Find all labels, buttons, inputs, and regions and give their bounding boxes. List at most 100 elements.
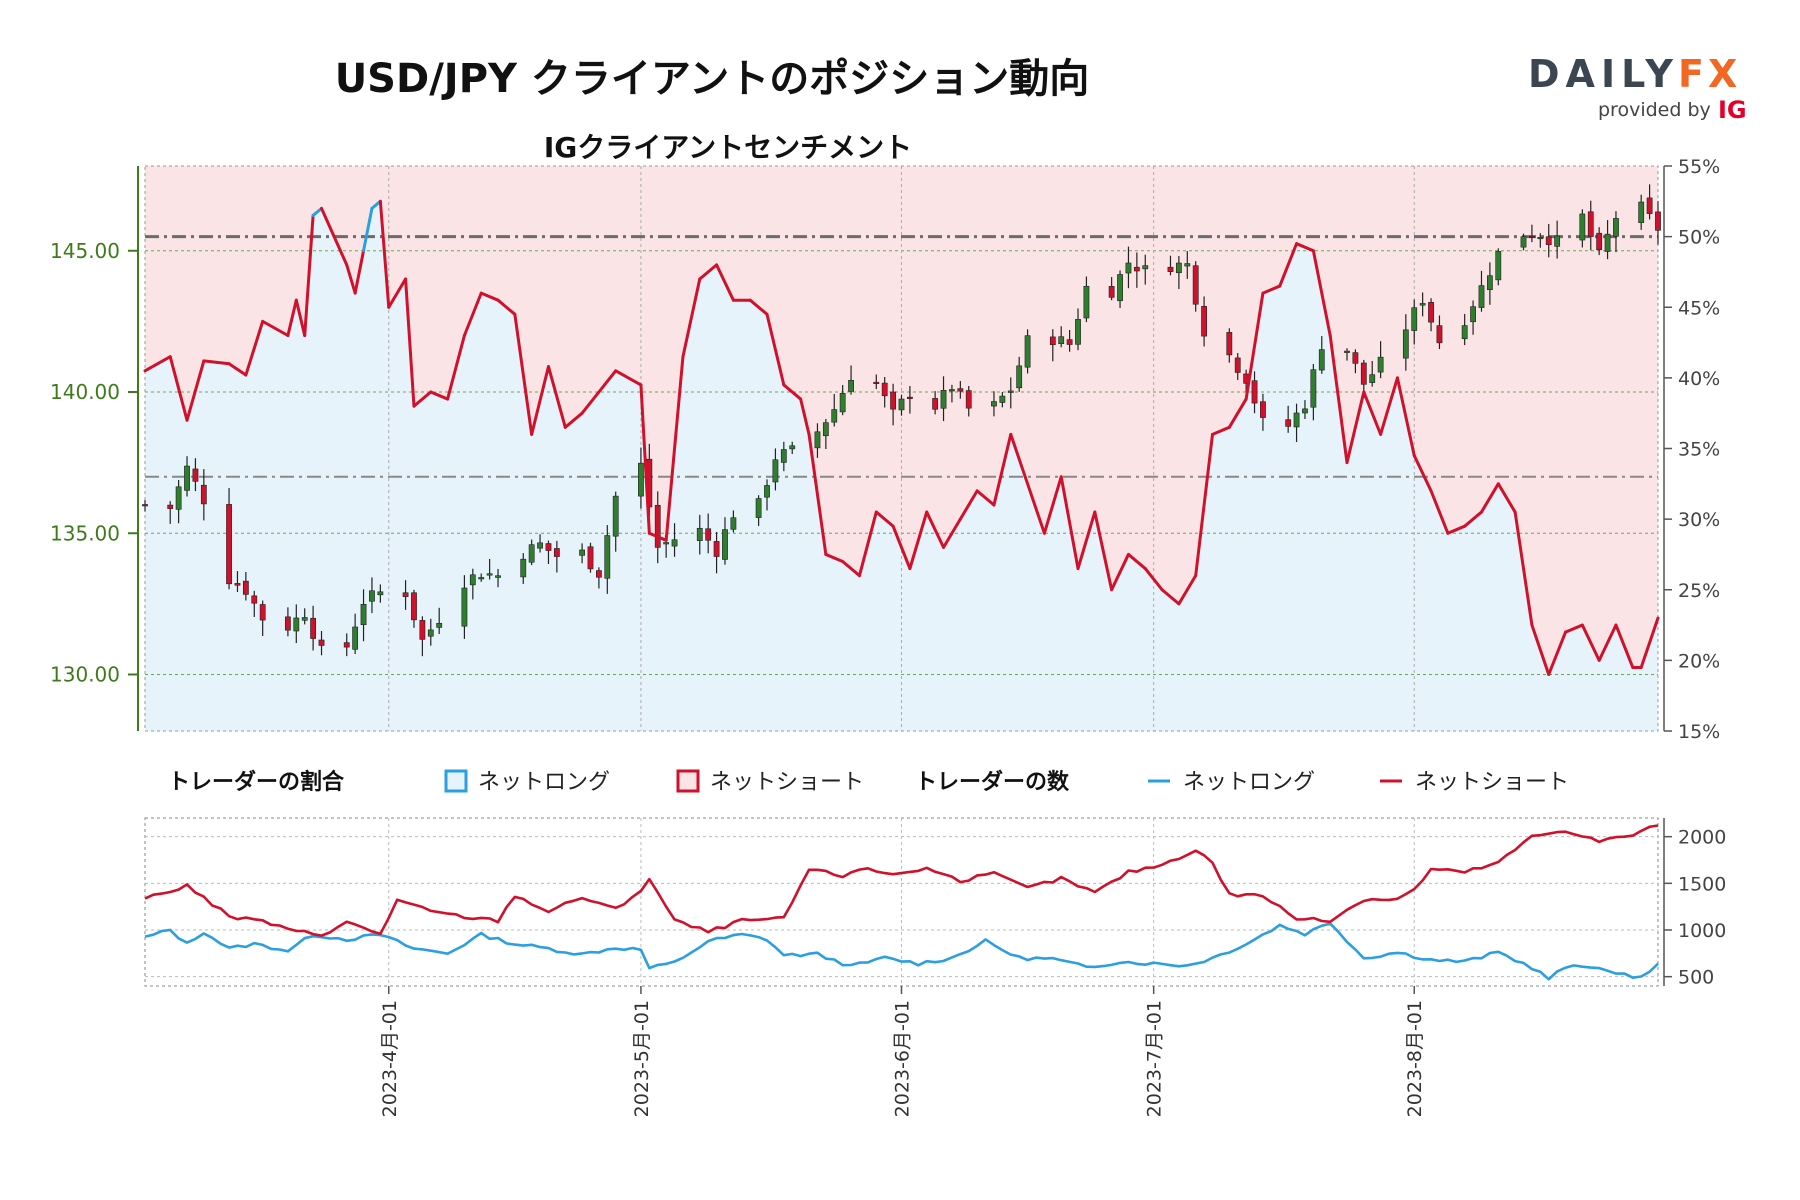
candle-body [200, 484, 207, 505]
candle-body [1579, 213, 1586, 241]
candle-body [1108, 286, 1115, 298]
sentiment-segment [715, 263, 735, 302]
sentiment-segment [1110, 552, 1130, 592]
candle-body [1075, 319, 1081, 345]
date-tick-label: 2023-8月-01 [1404, 1000, 1426, 1117]
candle-body [949, 389, 955, 392]
sentiment-segment [286, 298, 298, 337]
candle-body [991, 401, 997, 407]
candle-body [411, 592, 417, 621]
sentiment-segment [496, 298, 517, 316]
sentiment-segment [387, 277, 408, 309]
legend-swatch-net-short-area [676, 769, 700, 793]
candle-body [831, 409, 838, 423]
candle-body [293, 617, 300, 632]
candle-body [1167, 266, 1174, 272]
candle-body [1058, 336, 1065, 344]
candle-body [1545, 236, 1552, 245]
candle-body [1133, 266, 1140, 272]
candle-body [789, 445, 796, 450]
sentiment-segment [563, 411, 584, 429]
candle-body [142, 504, 148, 507]
sentiment-segment [143, 355, 172, 373]
sentiment-segment [202, 359, 231, 366]
candle-body [1537, 236, 1544, 240]
percent-tick-label: 55% [1678, 156, 1720, 178]
candle-body [1495, 251, 1502, 281]
sentiment-segment [1564, 623, 1584, 634]
candle-body [696, 527, 703, 541]
candle-body [528, 544, 535, 563]
sentiment-segment [664, 355, 685, 542]
chart-subtitle: IGクライアントセンチメント [544, 131, 912, 164]
sentiment-segment [294, 298, 307, 337]
sentiment-segment [311, 206, 324, 217]
sentiment-segment [1530, 623, 1551, 676]
candle-body [780, 449, 787, 463]
sentiment-segment [841, 560, 861, 578]
percent-tick-label: 20% [1678, 650, 1720, 672]
candle-body [663, 542, 670, 545]
sentiment-segment [1009, 432, 1030, 486]
sentiment-segment [345, 263, 357, 295]
trader-count-panel: 500 1000 1500 2000 [144, 817, 1726, 989]
sentiment-segment [874, 510, 895, 528]
price-tick-label: 135.00 [50, 521, 120, 545]
candle-body [1486, 275, 1493, 291]
candle-body [595, 570, 602, 578]
sentiment-segment [1261, 284, 1282, 295]
candle-body [537, 542, 543, 549]
candle-body [402, 592, 409, 597]
sentiment-segment [992, 432, 1013, 507]
candle-body [1655, 211, 1661, 231]
chart-title: USD/JPY クライアントのポジション動向 [335, 56, 1090, 102]
candle-body [242, 580, 249, 595]
candle-body [764, 485, 770, 498]
candle-body [318, 639, 325, 646]
logo-ig: IG [1718, 96, 1747, 124]
candle-body [713, 541, 720, 557]
percent-tick-label: 35% [1678, 439, 1720, 461]
candle-body [1344, 350, 1350, 353]
sentiment-segment [227, 362, 248, 377]
count-tick-label: 1500 [1678, 873, 1726, 895]
sentiment-segment [1395, 376, 1416, 458]
price-axis: 130.00 135.00 140.00 145.00 [50, 166, 139, 731]
percent-tick-label: 50% [1678, 227, 1720, 249]
candle-body [999, 395, 1006, 403]
sentiment-segment [1026, 482, 1046, 535]
candle-body [772, 459, 779, 483]
sentiment-segment [748, 298, 769, 316]
candle-body [1201, 305, 1207, 337]
count-axis: 500 1000 1500 2000 [1663, 818, 1726, 989]
count-lines [144, 824, 1659, 981]
sentiment-segment [647, 531, 668, 542]
candle-body [469, 574, 476, 586]
logo-brand-right: FX [1678, 52, 1741, 96]
candle-body [1554, 235, 1561, 247]
candle-body [1470, 306, 1476, 323]
candle-body [1613, 218, 1619, 237]
candle-body [1117, 274, 1123, 302]
sentiment-segment [1211, 425, 1231, 436]
percent-tick-label: 45% [1678, 297, 1720, 319]
sentiment-segment [681, 277, 702, 359]
legend-net-short-area: ネットショート [710, 770, 864, 795]
sentiment-segment [1278, 242, 1299, 288]
sentiment-segment [1496, 482, 1517, 514]
sentiment-segment [1614, 623, 1635, 669]
candle-body [427, 629, 434, 637]
sentiment-segment [782, 383, 803, 401]
sentiment-line [143, 199, 1660, 676]
candle-body [898, 398, 905, 411]
sentiment-segment [513, 312, 534, 436]
net-long-area [145, 201, 1658, 732]
candle-body [1402, 329, 1409, 359]
sentiment-segment [412, 390, 433, 408]
candle-body [1587, 211, 1594, 237]
legend-ratio-title: トレーダーの割合 [168, 769, 345, 795]
sentiment-segment [168, 355, 189, 422]
candle-body [251, 595, 258, 604]
sentiment-segment [462, 291, 483, 337]
